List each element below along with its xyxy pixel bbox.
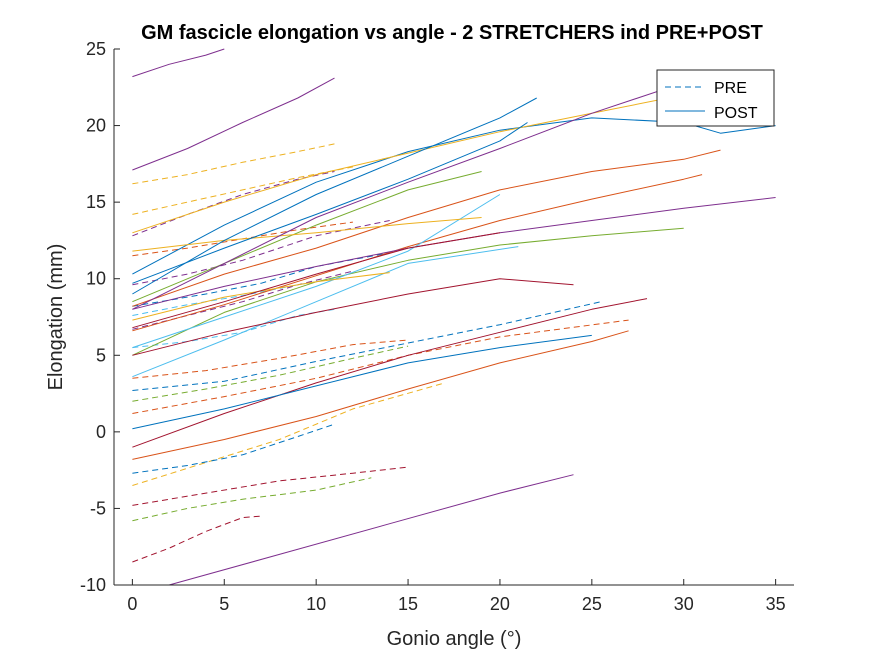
x-tick-label-3: 15 [398, 594, 418, 614]
x-tick-label-6: 30 [674, 594, 694, 614]
y-tick-label-4: 10 [86, 269, 106, 289]
plot-area [114, 49, 794, 585]
y-axis-label: Elongation (mm) [45, 244, 67, 391]
y-tick-label-5: 15 [86, 192, 106, 212]
y-tick-label-0: -10 [80, 575, 106, 595]
legend: PRE POST [657, 70, 774, 126]
x-tick-label-1: 5 [219, 594, 229, 614]
y-tick-label-2: 0 [96, 422, 106, 442]
legend-pre-label: PRE [714, 80, 747, 97]
chart-title: GM fascicle elongation vs angle - 2 STRE… [141, 22, 763, 44]
y-tick-label-6: 20 [86, 116, 106, 136]
x-tick-label-4: 20 [490, 594, 510, 614]
legend-post-label: POST [714, 105, 758, 122]
x-tick-label-2: 10 [306, 594, 326, 614]
x-tick-label-5: 25 [582, 594, 602, 614]
x-tick-label-7: 35 [766, 594, 786, 614]
y-tick-label-1: -5 [90, 498, 106, 518]
x-tick-label-0: 0 [127, 594, 137, 614]
y-tick-label-3: 5 [96, 345, 106, 365]
x-axis-label: Gonio angle (°) [387, 628, 522, 650]
y-tick-label-7: 25 [86, 39, 106, 59]
